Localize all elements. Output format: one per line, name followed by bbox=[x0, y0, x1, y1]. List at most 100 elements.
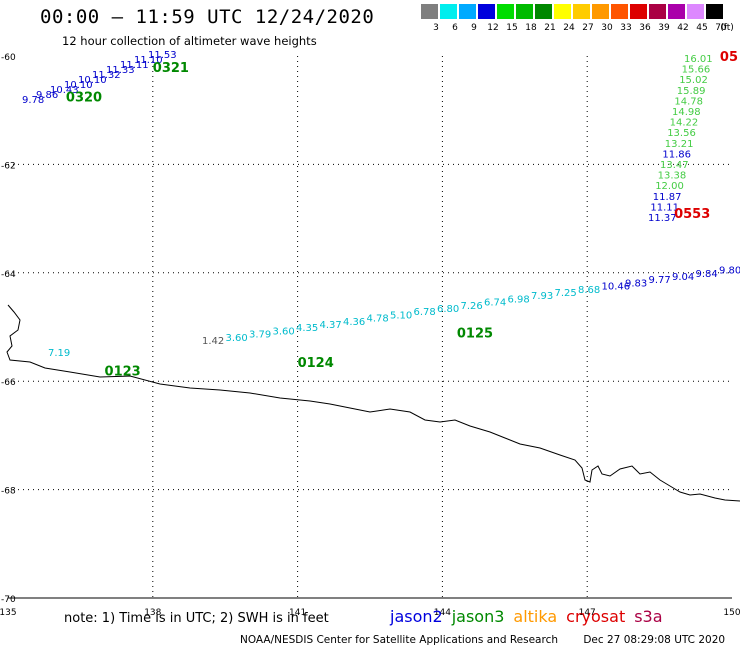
swh-value: 15.02 bbox=[679, 75, 708, 86]
pass-label: 0553 bbox=[674, 207, 710, 222]
satellite-s3a: s3a bbox=[634, 607, 663, 626]
lon-tick-label: 150 bbox=[723, 608, 740, 618]
swh-value: 4.37 bbox=[320, 320, 342, 331]
legend-label: 18 bbox=[525, 23, 537, 33]
swh-value: 8.68 bbox=[578, 285, 600, 296]
swh-value: 9.83 bbox=[625, 278, 647, 289]
legend-label: 27 bbox=[582, 23, 594, 33]
legend-label: 45 bbox=[696, 23, 708, 33]
legend-label: 6 bbox=[452, 23, 458, 33]
swh-value: 7.26 bbox=[461, 301, 483, 312]
swh-value: 14.22 bbox=[670, 118, 699, 129]
swh-value: 3.79 bbox=[249, 330, 271, 341]
swh-value: 14.78 bbox=[674, 96, 703, 107]
lon-tick-label: 144 bbox=[434, 608, 451, 618]
swh-value: 10.43 bbox=[50, 85, 79, 96]
lat-tick-label: -70 bbox=[1, 595, 16, 605]
generated-timestamp: Dec 27 08:29:08 UTC 2020 bbox=[583, 634, 726, 646]
credit-text: NOAA/NESDIS Center for Satellite Applica… bbox=[240, 634, 558, 646]
swh-value: 13.56 bbox=[667, 128, 696, 139]
swh-value: 10.10 bbox=[64, 80, 93, 91]
legend-label: 70 bbox=[715, 23, 727, 33]
legend-label: 33 bbox=[620, 23, 632, 33]
lon-tick-label: 138 bbox=[144, 608, 161, 618]
swh-value: 11.32 bbox=[92, 70, 121, 81]
lon-tick-label: 147 bbox=[579, 608, 596, 618]
legend-label: 36 bbox=[639, 23, 651, 33]
swh-value: 14.98 bbox=[672, 107, 701, 118]
swh-value: 1.42 bbox=[202, 336, 224, 347]
swh-value: 12.00 bbox=[655, 181, 684, 192]
legend-label: 12 bbox=[487, 23, 499, 33]
legend-swatch bbox=[668, 4, 685, 19]
swh-value: 11.86 bbox=[662, 149, 691, 160]
legend-swatch bbox=[592, 4, 609, 19]
legend-label: 9 bbox=[471, 23, 477, 33]
swh-value: 7.93 bbox=[531, 291, 553, 302]
pass-label: 0123 bbox=[105, 364, 141, 379]
legend-swatch bbox=[687, 4, 704, 19]
swh-value: 7.25 bbox=[555, 288, 577, 299]
map-subtitle: 12 hour collection of altimeter wave hei… bbox=[62, 34, 317, 48]
legend-swatch bbox=[516, 4, 533, 19]
pass-label: 0124 bbox=[298, 356, 334, 371]
satellite-cryosat: cryosat bbox=[566, 607, 626, 626]
swh-value: 11.87 bbox=[653, 192, 682, 203]
swh-value: 11.53 bbox=[148, 50, 177, 61]
swh-value: 9.78 bbox=[22, 95, 44, 106]
legend-label: 21 bbox=[544, 23, 556, 33]
swh-value: 10.10 bbox=[78, 75, 107, 86]
legend-swatch bbox=[440, 4, 457, 19]
credit-line: NOAA/NESDIS Center for Satellite Applica… bbox=[240, 634, 725, 646]
swh-value: 11.11 bbox=[650, 202, 679, 213]
legend-label: 30 bbox=[601, 23, 613, 33]
swh-value: 6.80 bbox=[437, 304, 459, 315]
legend-label: 3 bbox=[433, 23, 439, 33]
lat-tick-label: -60 bbox=[1, 53, 16, 63]
legend-swatch bbox=[630, 4, 647, 19]
pass-label: 05 bbox=[720, 50, 738, 65]
lat-tick-label: -66 bbox=[1, 378, 16, 388]
swh-value: 5.10 bbox=[390, 310, 412, 321]
swh-value: 16.01 bbox=[684, 54, 713, 65]
swh-value: 10.46 bbox=[602, 282, 631, 293]
swh-value: 6.74 bbox=[484, 298, 506, 309]
legend-swatch bbox=[554, 4, 571, 19]
swh-value: 4.35 bbox=[296, 323, 318, 334]
swh-value: 6.78 bbox=[414, 307, 436, 318]
lon-tick-label: 135 bbox=[0, 608, 17, 618]
swh-value: 3.60 bbox=[226, 333, 248, 344]
coastline bbox=[6, 304, 740, 502]
lon-tick-label: 141 bbox=[289, 608, 306, 618]
satellite-jason2: jason2 bbox=[390, 607, 443, 626]
legend-swatch bbox=[573, 4, 590, 19]
satellite-legend: jason2 jason3 altika cryosat s3a bbox=[390, 607, 672, 626]
swh-value: 13.47 bbox=[660, 160, 689, 171]
swh-value: 11.37 bbox=[648, 213, 677, 224]
swh-value: 13.38 bbox=[658, 171, 687, 182]
legend-swatch bbox=[706, 4, 723, 19]
legend-swatch bbox=[649, 4, 666, 19]
swh-value: 9.80 bbox=[719, 266, 740, 277]
swh-value: 15.66 bbox=[682, 65, 711, 76]
satellite-jason3: jason3 bbox=[451, 607, 505, 626]
swh-value: 7.19 bbox=[48, 348, 70, 359]
lat-tick-label: -62 bbox=[1, 161, 16, 171]
legend-swatch bbox=[611, 4, 628, 19]
swh-value: 9.84 bbox=[696, 269, 718, 280]
swh-value: 3.60 bbox=[273, 326, 295, 337]
swh-value: 4.78 bbox=[367, 314, 389, 325]
swh-value: 6.98 bbox=[508, 294, 530, 305]
legend-swatch bbox=[421, 4, 438, 19]
legend-unit: (ft) bbox=[720, 23, 734, 33]
pass-label: 0320 bbox=[66, 91, 102, 106]
swh-value: 9.04 bbox=[672, 272, 694, 283]
legend-swatch bbox=[497, 4, 514, 19]
satellite-altika: altika bbox=[513, 607, 558, 626]
lat-tick-label: -64 bbox=[1, 270, 16, 280]
swh-value: 4.36 bbox=[343, 317, 365, 328]
map-title: 00:00 – 11:59 UTC 12/24/2020 bbox=[40, 6, 375, 28]
legend-label: 24 bbox=[563, 23, 575, 33]
legend-swatch bbox=[459, 4, 476, 19]
